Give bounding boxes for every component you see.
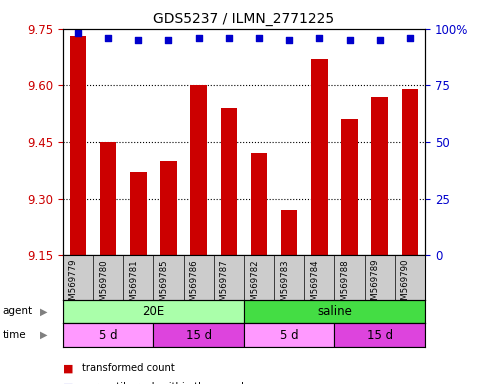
Bar — [281, 210, 298, 255]
Text: GSM569789: GSM569789 — [371, 259, 380, 311]
Point — [195, 35, 202, 41]
Text: 15 d: 15 d — [185, 329, 212, 342]
Bar — [244, 323, 334, 347]
Text: GSM569781: GSM569781 — [129, 259, 138, 311]
Text: GSM569786: GSM569786 — [190, 259, 199, 311]
Text: 5 d: 5 d — [99, 329, 117, 342]
Bar — [221, 108, 237, 255]
Text: ▶: ▶ — [40, 306, 47, 316]
Point — [225, 35, 233, 41]
Bar — [251, 154, 267, 255]
Title: GDS5237 / ILMN_2771225: GDS5237 / ILMN_2771225 — [154, 12, 334, 26]
Bar — [311, 59, 327, 255]
Text: time: time — [2, 330, 26, 340]
Bar — [70, 36, 86, 255]
Text: GSM569790: GSM569790 — [401, 259, 410, 311]
Point — [285, 37, 293, 43]
Point — [74, 30, 82, 36]
Text: percentile rank within the sample: percentile rank within the sample — [82, 382, 250, 384]
Point — [315, 35, 323, 41]
Text: GSM569784: GSM569784 — [311, 259, 319, 311]
Bar — [335, 323, 425, 347]
Text: GSM569788: GSM569788 — [341, 259, 350, 311]
Text: ■: ■ — [63, 382, 73, 384]
Point — [255, 35, 263, 41]
Text: GSM569785: GSM569785 — [159, 259, 169, 311]
Text: GSM569787: GSM569787 — [220, 259, 229, 311]
Bar — [63, 323, 154, 347]
Text: 20E: 20E — [142, 305, 165, 318]
Text: 5 d: 5 d — [280, 329, 298, 342]
Bar — [63, 300, 244, 323]
Text: transformed count: transformed count — [82, 363, 175, 373]
Point — [134, 37, 142, 43]
Point — [104, 35, 112, 41]
Bar — [130, 172, 146, 255]
Text: GSM569779: GSM569779 — [69, 259, 78, 311]
Bar — [341, 119, 358, 255]
Text: saline: saline — [317, 305, 352, 318]
Text: GSM569782: GSM569782 — [250, 259, 259, 311]
Text: ▶: ▶ — [40, 330, 47, 340]
Bar — [371, 97, 388, 255]
Bar — [402, 89, 418, 255]
Bar — [154, 323, 244, 347]
Text: agent: agent — [2, 306, 32, 316]
Point — [406, 35, 414, 41]
Text: ■: ■ — [63, 363, 73, 373]
Point — [165, 37, 172, 43]
Bar — [100, 142, 116, 255]
Text: 15 d: 15 d — [367, 329, 393, 342]
Text: GSM569780: GSM569780 — [99, 259, 108, 311]
Bar — [160, 161, 177, 255]
Point — [346, 37, 354, 43]
Text: GSM569783: GSM569783 — [280, 259, 289, 311]
Point — [376, 37, 384, 43]
Bar — [190, 86, 207, 255]
Bar — [244, 300, 425, 323]
